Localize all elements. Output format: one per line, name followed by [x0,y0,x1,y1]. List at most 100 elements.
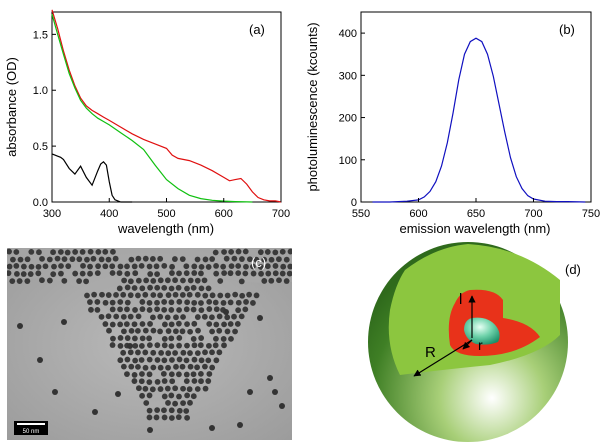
tem-particle [109,263,116,270]
tem-particle [102,263,109,270]
panel-d-core-shell-schematic: R l r (d) [368,242,581,442]
tem-particle [109,306,116,313]
tem-particle [175,284,182,291]
tem-particle [39,255,45,262]
tem-particle [124,371,130,378]
tem-particle [161,407,167,414]
tem-particle [54,255,61,262]
panel-b-x-tick-label: 650 [467,208,485,220]
tem-particle [223,255,230,262]
tem-particle [168,307,175,313]
tem-particle [169,270,175,276]
tem-particle [168,343,175,350]
tem-particle [128,256,135,263]
tem-particle [146,299,153,306]
tem-particle [88,306,94,313]
tem-particle [187,363,194,370]
tem-particle [239,256,245,262]
tem-particle [146,356,153,363]
panel-b-x-tick-label: 600 [409,208,427,220]
tem-particle [191,263,198,270]
tem-particle [142,291,149,298]
tem-particle [90,255,97,262]
tem-particle [161,335,168,342]
tem-particle [84,292,90,299]
tem-particle [164,385,171,392]
tem-particle [194,291,201,298]
tem-particle [205,378,212,384]
panel-a-series-1-line [51,14,253,203]
tem-particle [194,350,201,357]
tem-particle [20,271,27,277]
tem-particle [183,378,190,385]
tem-particle [124,299,131,306]
tem-particle [267,375,273,381]
tem-particle [131,378,138,384]
tem-particle [57,249,64,255]
tem-particle [265,270,272,277]
tem-particle [150,314,156,321]
tem-particle [51,263,57,270]
tem-particle [128,327,135,334]
panel-a-x-tick-label: 500 [157,208,175,220]
tem-particle [172,256,178,262]
tem-particle [87,263,93,270]
panel-b-plot-frame [360,11,592,203]
tem-particle [157,386,164,392]
panel-a-x-ticks: 300 400 500 600 700 [43,198,290,220]
tem-particle [221,270,228,277]
tem-particle [242,248,249,255]
tem-particle [146,414,153,421]
tem-particle [176,407,183,414]
tem-particle [191,299,198,306]
panel-b-y-tick-label: 300 [339,70,357,82]
tem-particle [268,277,275,284]
panel-a-series-2-line [51,153,133,203]
tem-particle [258,270,264,277]
tem-particle [194,314,201,320]
tem-particle [127,313,134,320]
tem-particle [146,407,153,414]
tem-particle [154,271,160,277]
tem-particle [235,270,242,277]
tem-particle [187,328,194,335]
tem-particle [154,407,161,413]
tem-particle [280,263,287,270]
tem-particle [247,389,253,395]
tem-particle [117,335,124,341]
tem-particle [109,270,116,276]
tem-particle [124,263,130,270]
tem-particle [127,343,133,349]
radius-R-arrow [413,339,473,377]
tem-particle [138,357,145,363]
tem-particle [176,335,183,341]
tem-particle [172,328,179,335]
tem-particle [190,393,197,400]
tem-particle [146,263,153,270]
tem-particle [198,307,205,314]
tem-particle [190,371,197,378]
tem-particle [183,357,190,364]
panel-a-label: (a) [249,22,265,37]
tem-particle [275,256,282,263]
tem-particle [175,414,182,421]
tem-particle [187,350,193,356]
tem-particle [91,291,98,298]
tem-particle [150,327,157,334]
tem-particle [231,255,238,262]
tem-particle [134,327,141,334]
tem-particle [183,263,190,270]
tem-particle [234,321,241,327]
panel-a-y-axis-label: absorbance (OD) [4,57,19,157]
tem-particle [209,425,215,431]
tem-scale-bar [17,423,45,425]
panel-b-x-tick-label: 550 [352,208,370,220]
tem-particle [94,270,101,277]
tem-particle [158,350,165,356]
tem-particle [146,371,153,378]
tem-particle [212,299,219,306]
tem-particle [164,314,171,321]
tem-particle [117,357,124,364]
tem-particle [109,342,116,348]
tem-particle [95,263,101,270]
